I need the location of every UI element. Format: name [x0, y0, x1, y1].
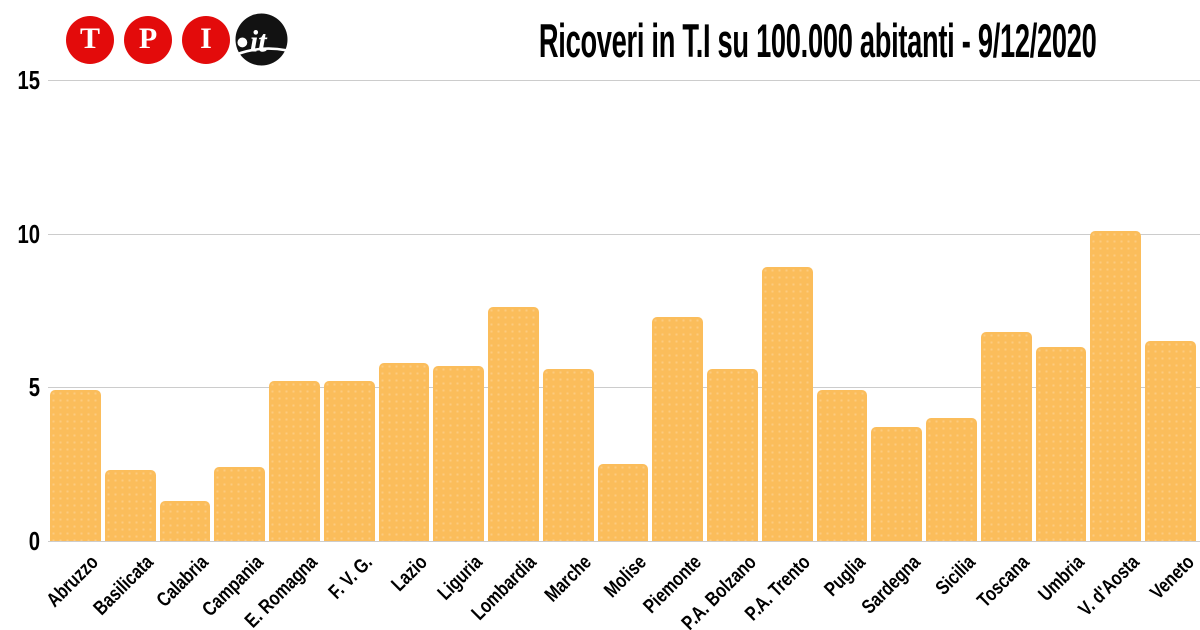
bar-v-d-aosta: [1090, 230, 1142, 541]
bar-p-a-bolzano: [707, 368, 758, 541]
chart-title-text: Ricoveri in T.I su 100.000 abitanti - 9/…: [538, 14, 1097, 67]
logo-it-circle: [235, 13, 288, 66]
bar-puglia: [816, 390, 868, 541]
gridline-y-10: [48, 233, 1200, 235]
logo-letter-t: T: [66, 15, 114, 64]
logo-letter-i: I: [182, 15, 230, 64]
logo-letter-p: P: [124, 15, 172, 64]
y-axis-tick-15: 15: [17, 65, 40, 95]
bar-abruzzo: [50, 390, 101, 541]
bar-toscana: [980, 332, 1032, 541]
bar-marche: [542, 368, 594, 541]
bar-liguria: [433, 365, 485, 541]
y-axis-tick-0: 0: [28, 526, 40, 556]
y-axis-tick-10: 10: [17, 218, 40, 249]
bar-lazio: [378, 362, 430, 541]
logo-dot-icon: [237, 37, 248, 48]
logo-swoosh-icon: [236, 47, 287, 56]
gridline-y-15: [48, 80, 1200, 81]
bar-calabria: [159, 501, 211, 541]
bar-lombardia: [488, 307, 539, 541]
bar-e-romagna: [269, 381, 320, 541]
bar-basilicata: [104, 470, 156, 541]
bar-piemonte: [652, 316, 704, 541]
gridline-y-0: [48, 541, 1200, 542]
bar-sicilia: [926, 418, 977, 541]
logo-suffix: it: [250, 24, 268, 58]
bar-molise: [597, 464, 649, 541]
bar-veneto: [1145, 341, 1196, 541]
bar-p-a-trento: [761, 267, 813, 541]
y-axis-tick-5: 5: [28, 372, 40, 403]
gridline-y-5: [48, 387, 1200, 389]
tpi-logo-it-badge: it: [235, 13, 288, 66]
bar-sardegna: [871, 427, 923, 541]
bar-f-v-g-: [323, 381, 375, 541]
bar-campania: [214, 467, 266, 541]
chart-title: Ricoveri in T.I su 100.000 abitanti - 9/…: [337, 16, 1200, 66]
bar-umbria: [1035, 347, 1087, 541]
